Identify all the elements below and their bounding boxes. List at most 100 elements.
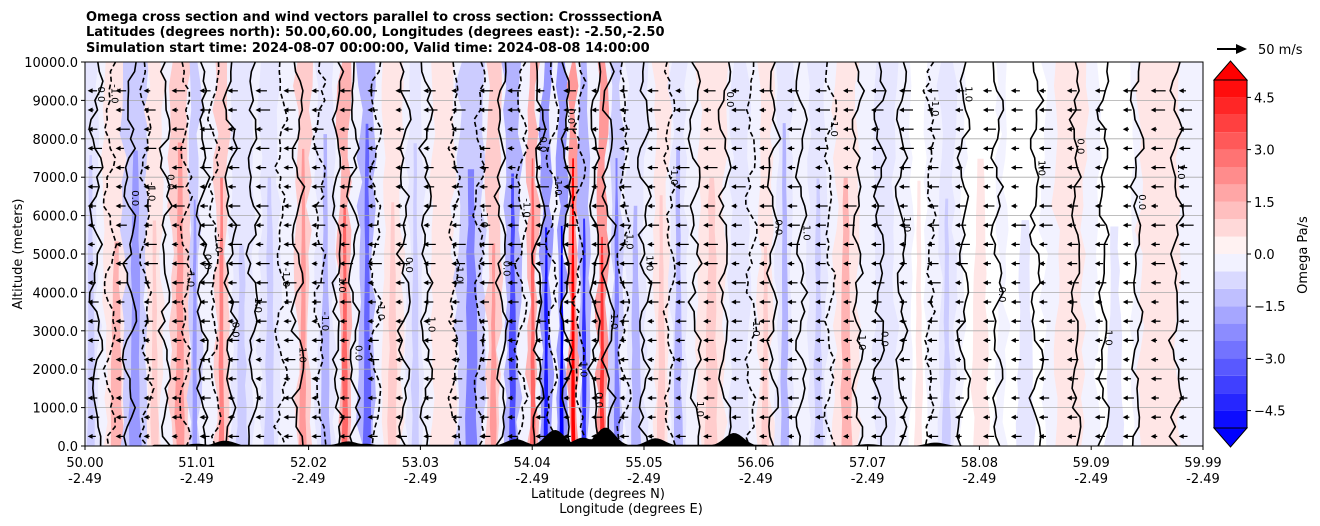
- omega-band-core: [437, 225, 450, 446]
- omega-band-core: [235, 244, 249, 446]
- wind-vector: [479, 299, 490, 305]
- contour-line: [1167, 62, 1185, 446]
- wind-vector: [423, 395, 433, 401]
- wind-vector: [759, 280, 769, 286]
- wind-vector: [507, 414, 515, 420]
- wind-vector: [591, 299, 601, 305]
- wind-vector: [926, 145, 934, 151]
- colorbar-extend-bottom: [1212, 427, 1249, 448]
- wind-vector: [1038, 241, 1048, 247]
- wind-vector: [171, 395, 181, 401]
- wind-vector: [87, 165, 102, 171]
- wind-vector: [647, 107, 661, 113]
- wind-vector: [563, 222, 578, 228]
- contour-label: 0.0: [1136, 194, 1147, 210]
- wind-vector: [507, 357, 515, 363]
- wind-vector: [926, 222, 940, 228]
- wind-vector: [311, 395, 318, 401]
- wind-vector: [1122, 88, 1138, 94]
- wind-vector: [954, 395, 964, 401]
- wind-vector: [619, 376, 632, 382]
- wind-vector: [759, 222, 774, 228]
- wind-vector: [591, 318, 598, 324]
- wind-vector: [283, 318, 292, 324]
- wind-vector: [675, 145, 689, 151]
- wind-vector: [843, 184, 850, 190]
- wind-vector: [227, 126, 237, 132]
- wind-vector: [1178, 299, 1189, 305]
- wind-vector: [143, 376, 155, 382]
- omega-band-core: [631, 205, 642, 446]
- wind-vector: [982, 184, 991, 190]
- wind-vector: [339, 126, 349, 132]
- wind-vector: [926, 203, 939, 209]
- wind-vector: [451, 203, 459, 209]
- wind-vector: [395, 376, 404, 382]
- wind-vector: [143, 88, 151, 94]
- wind-vector: [926, 88, 939, 94]
- wind-vector: [115, 184, 123, 190]
- wind-vector: [227, 88, 238, 94]
- wind-vector: [1122, 357, 1130, 363]
- wind-vector: [1094, 107, 1104, 113]
- wind-vector: [255, 337, 265, 343]
- wind-vector: [563, 126, 577, 132]
- wind-vector: [479, 433, 491, 439]
- colorbar-segment: [1214, 271, 1247, 289]
- x-tick-label-lat: 51.01: [178, 456, 215, 471]
- wind-vector: [143, 107, 156, 113]
- contour-label: 0.0: [565, 108, 576, 124]
- wind-vector: [451, 357, 460, 363]
- wind-vector: [1122, 222, 1132, 228]
- wind-vector: [507, 395, 514, 401]
- wind-vector: [815, 261, 826, 267]
- wind-vector: [451, 184, 463, 190]
- wind-vector: [675, 184, 687, 190]
- wind-vector: [1122, 184, 1131, 190]
- x-tick-label-lon: -2.49: [68, 472, 102, 487]
- x-tick-label-lat: 59.09: [1073, 456, 1110, 471]
- wind-vector: [731, 395, 743, 401]
- wind-vector: [1178, 395, 1188, 401]
- wind-vector: [870, 107, 884, 113]
- wind-vector: [815, 126, 828, 132]
- wind-vector: [171, 222, 180, 228]
- contour-line: [894, 62, 909, 446]
- wind-vector: [591, 414, 603, 420]
- contour-label: -1.0: [453, 263, 464, 283]
- wind-vector: [339, 145, 351, 151]
- contour-line: [157, 62, 174, 446]
- wind-vector: [311, 126, 324, 132]
- wind-vector: [759, 261, 767, 267]
- contour-label: -1.0: [828, 117, 839, 137]
- wind-vector: [1010, 395, 1020, 401]
- wind-vector: [227, 261, 243, 267]
- wind-vector: [815, 222, 826, 228]
- colorbar-tick-label: 1.5: [1254, 196, 1275, 211]
- omega-band-core: [128, 150, 142, 446]
- wind-vector: [479, 88, 494, 94]
- wind-vector: [1066, 376, 1079, 382]
- wind-vector: [703, 337, 714, 343]
- wind-vector: [619, 203, 629, 209]
- wind-vector: [395, 145, 404, 151]
- wind-vector: [591, 337, 598, 343]
- wind-vector: [199, 222, 214, 228]
- wind-vector: [926, 241, 935, 247]
- wind-vector: [898, 107, 914, 113]
- wind-vector: [619, 222, 630, 228]
- wind-vector: [898, 184, 910, 190]
- wind-vector: [1010, 241, 1020, 247]
- wind-vector: [283, 145, 297, 151]
- wind-vector: [815, 318, 825, 324]
- wind-vector: [283, 414, 296, 420]
- wind-vector: [1038, 126, 1054, 132]
- wind-vector: [675, 222, 687, 228]
- wind-vector: [1122, 414, 1130, 420]
- wind-vector: [479, 165, 489, 171]
- contour-line: [245, 62, 262, 446]
- wind-vector: [1038, 261, 1046, 267]
- wind-vector: [982, 318, 995, 324]
- wind-vector: [703, 145, 716, 151]
- wind-vector: [1094, 88, 1106, 94]
